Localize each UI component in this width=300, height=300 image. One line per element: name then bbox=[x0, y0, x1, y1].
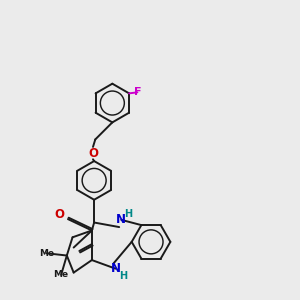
Text: H: H bbox=[124, 208, 133, 219]
Text: Me: Me bbox=[54, 270, 69, 279]
Text: Me: Me bbox=[39, 249, 54, 258]
Text: O: O bbox=[55, 208, 65, 221]
Text: N: N bbox=[111, 262, 121, 275]
Text: N: N bbox=[116, 213, 126, 226]
Text: F: F bbox=[134, 87, 141, 97]
Text: O: O bbox=[88, 147, 98, 160]
Text: H: H bbox=[119, 271, 127, 281]
